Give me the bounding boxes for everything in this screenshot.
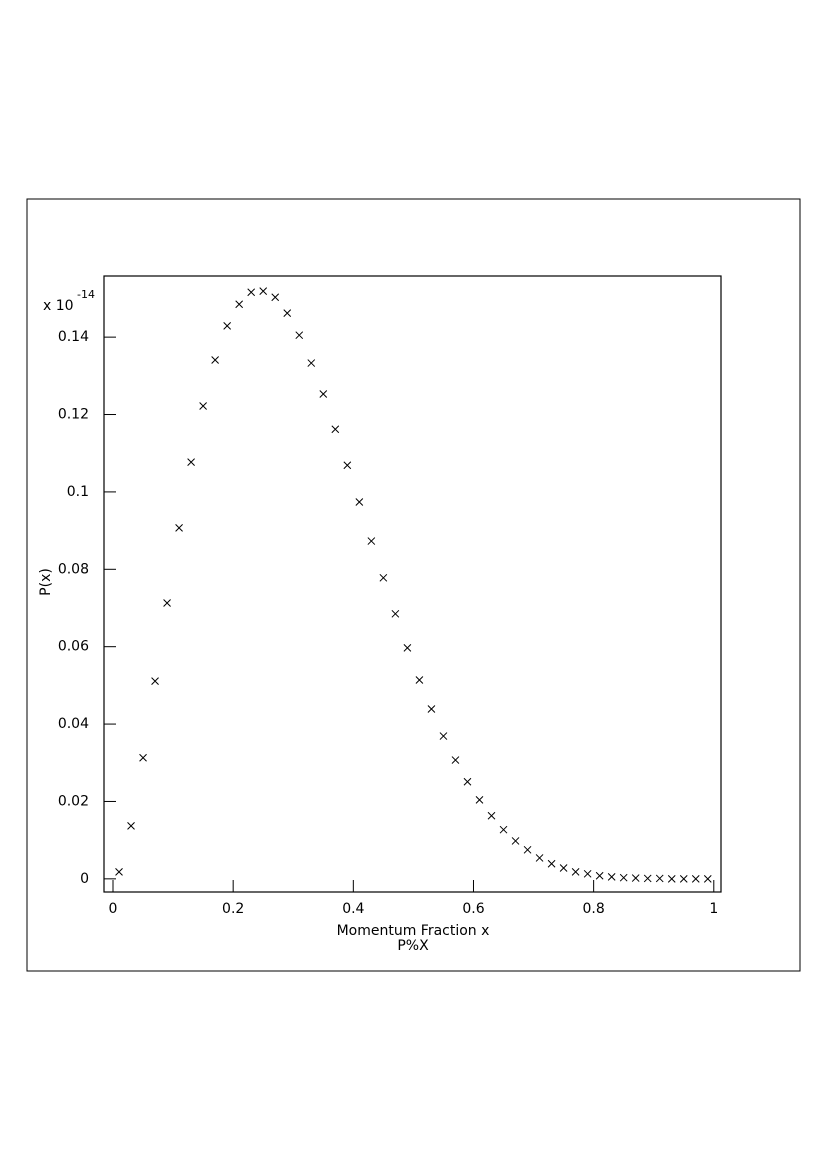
marker <box>463 777 472 786</box>
marker <box>331 425 340 434</box>
marker <box>643 874 652 883</box>
x-tick-label: 0.8 <box>583 901 605 917</box>
marker <box>451 756 460 764</box>
marker <box>523 845 532 854</box>
plot-frame <box>103 275 722 893</box>
marker <box>247 288 256 297</box>
marker <box>403 643 412 652</box>
x-tick-label: 0.4 <box>342 901 364 917</box>
marker <box>379 573 388 582</box>
y-tick-label: 0.04 <box>58 716 89 732</box>
marker <box>187 458 195 466</box>
marker <box>703 874 712 883</box>
outer-frame <box>26 198 801 972</box>
marker <box>139 753 147 762</box>
marker <box>487 811 496 820</box>
marker <box>271 293 280 302</box>
marker <box>319 390 328 398</box>
marker <box>535 854 544 862</box>
marker <box>691 874 700 883</box>
marker <box>571 868 580 876</box>
marker <box>547 859 556 868</box>
y-tick-label: 0.12 <box>58 407 89 423</box>
subtitle: P%X <box>397 938 429 954</box>
marker <box>559 864 568 872</box>
y-tick-label: 0.08 <box>58 561 89 577</box>
marker <box>199 402 207 410</box>
x-tick-label: 0.6 <box>462 901 484 917</box>
x-tick-label: 1 <box>709 901 718 917</box>
marker <box>415 676 424 684</box>
marker <box>583 869 592 878</box>
marker <box>163 599 171 607</box>
marker <box>511 837 520 845</box>
marker <box>175 524 183 532</box>
marker <box>595 871 604 880</box>
marker <box>679 874 688 883</box>
marker <box>259 287 268 295</box>
marker <box>667 874 676 883</box>
marker <box>127 821 135 830</box>
y-tick-label: 0.14 <box>58 329 89 345</box>
x-axis-label: Momentum Fraction x <box>337 923 490 939</box>
y-axis-label: P(x) <box>38 568 54 596</box>
marker <box>607 873 616 881</box>
marker <box>475 796 484 804</box>
marker <box>391 609 400 618</box>
marker <box>499 825 508 834</box>
y-multiplier: x 10 <box>43 298 74 314</box>
marker <box>619 873 628 882</box>
marker <box>223 322 232 330</box>
x-tick-label: 0.2 <box>222 901 244 917</box>
marker <box>307 359 316 367</box>
marker <box>211 356 219 364</box>
marker <box>631 874 640 882</box>
y-tick-label: 0.1 <box>67 484 89 500</box>
y-tick-label: 0 <box>80 871 89 887</box>
marker <box>235 300 244 309</box>
marker <box>355 498 364 506</box>
marker <box>367 537 376 545</box>
marker <box>115 868 123 876</box>
y-exponent: -14 <box>77 288 95 301</box>
x-tick-label: 0 <box>109 901 118 917</box>
marker <box>655 874 664 883</box>
y-tick-label: 0.06 <box>58 639 89 655</box>
marker <box>427 705 436 713</box>
marker <box>439 732 448 740</box>
marker <box>283 309 292 317</box>
marker <box>295 331 304 340</box>
y-tick-label: 0.02 <box>58 793 89 809</box>
marker <box>343 461 352 470</box>
marker <box>151 677 159 685</box>
